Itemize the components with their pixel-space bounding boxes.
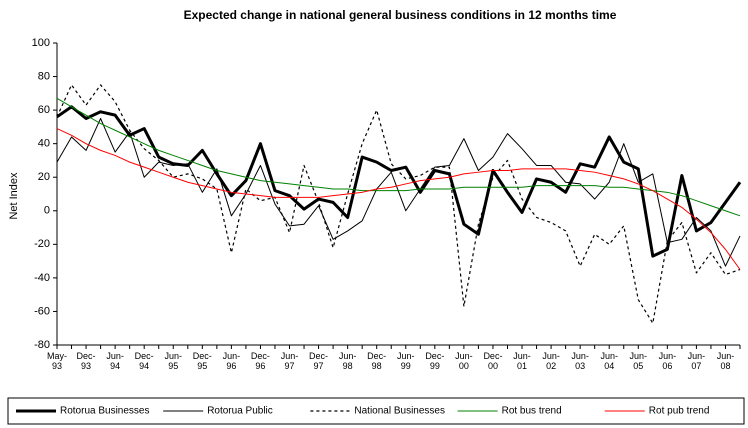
y-axis-label: Net Index xyxy=(8,172,20,220)
y-tick-label: 0 xyxy=(44,205,50,217)
y-tick-label: 60 xyxy=(38,104,50,116)
x-tick-label: Jun-03 xyxy=(571,351,589,371)
x-tick-label: May-93 xyxy=(47,351,67,371)
x-tick-label: Dec-97 xyxy=(309,351,329,371)
legend-box xyxy=(7,397,745,425)
x-tick-label: Jun-04 xyxy=(600,351,618,371)
y-tick-label: 40 xyxy=(38,138,50,150)
x-tick-label: Dec-95 xyxy=(192,351,212,371)
x-tick-label: Jun-94 xyxy=(106,351,124,371)
x-tick-label: Jun-07 xyxy=(687,351,706,371)
x-tick-label: Dec-98 xyxy=(367,351,387,371)
y-tick-label: -80 xyxy=(34,339,50,351)
series-line xyxy=(56,84,741,324)
x-tick-label: Jun-05 xyxy=(629,351,648,371)
y-tick-label: -60 xyxy=(34,305,50,317)
legend-label: Rotorua Public xyxy=(207,406,273,417)
x-tick-label: Dec-94 xyxy=(134,351,154,371)
y-tick-label: -40 xyxy=(34,272,50,284)
x-tick-label: Jun-00 xyxy=(455,351,473,371)
x-tick-label: Jun-01 xyxy=(513,351,531,371)
legend-label: Rotorua Businesses xyxy=(60,406,150,417)
x-tick-label: Jun-06 xyxy=(658,351,677,371)
x-tick-label: Dec-00 xyxy=(483,351,503,371)
legend-label: Rot bus trend xyxy=(502,406,562,417)
x-tick-label: Jun-98 xyxy=(338,351,357,371)
x-tick-label: Jun-99 xyxy=(397,351,415,371)
chart-title: Expected change in national general busi… xyxy=(184,8,617,22)
y-tick-label: 20 xyxy=(38,171,50,183)
x-tick-label: Dec-99 xyxy=(425,351,445,371)
series-line xyxy=(56,105,742,258)
x-tick-label: Jun-96 xyxy=(222,351,241,371)
x-tick-label: Jun-97 xyxy=(280,351,299,371)
series-line xyxy=(56,128,741,270)
legend-label: Rot pub trend xyxy=(649,406,710,417)
x-tick-label: Jun-02 xyxy=(542,351,560,371)
series-line xyxy=(56,118,741,267)
x-tick-label: Dec-93 xyxy=(76,351,96,371)
legend-label: National Businesses xyxy=(354,406,445,417)
series-line xyxy=(56,97,741,217)
y-tick-label: 80 xyxy=(38,70,50,82)
x-tick-label: Dec-96 xyxy=(250,351,270,371)
y-tick-label: -20 xyxy=(34,238,50,250)
x-tick-label: Jun-95 xyxy=(164,351,182,371)
x-tick-label: Jun-08 xyxy=(716,351,735,371)
y-tick-label: 100 xyxy=(32,37,50,49)
